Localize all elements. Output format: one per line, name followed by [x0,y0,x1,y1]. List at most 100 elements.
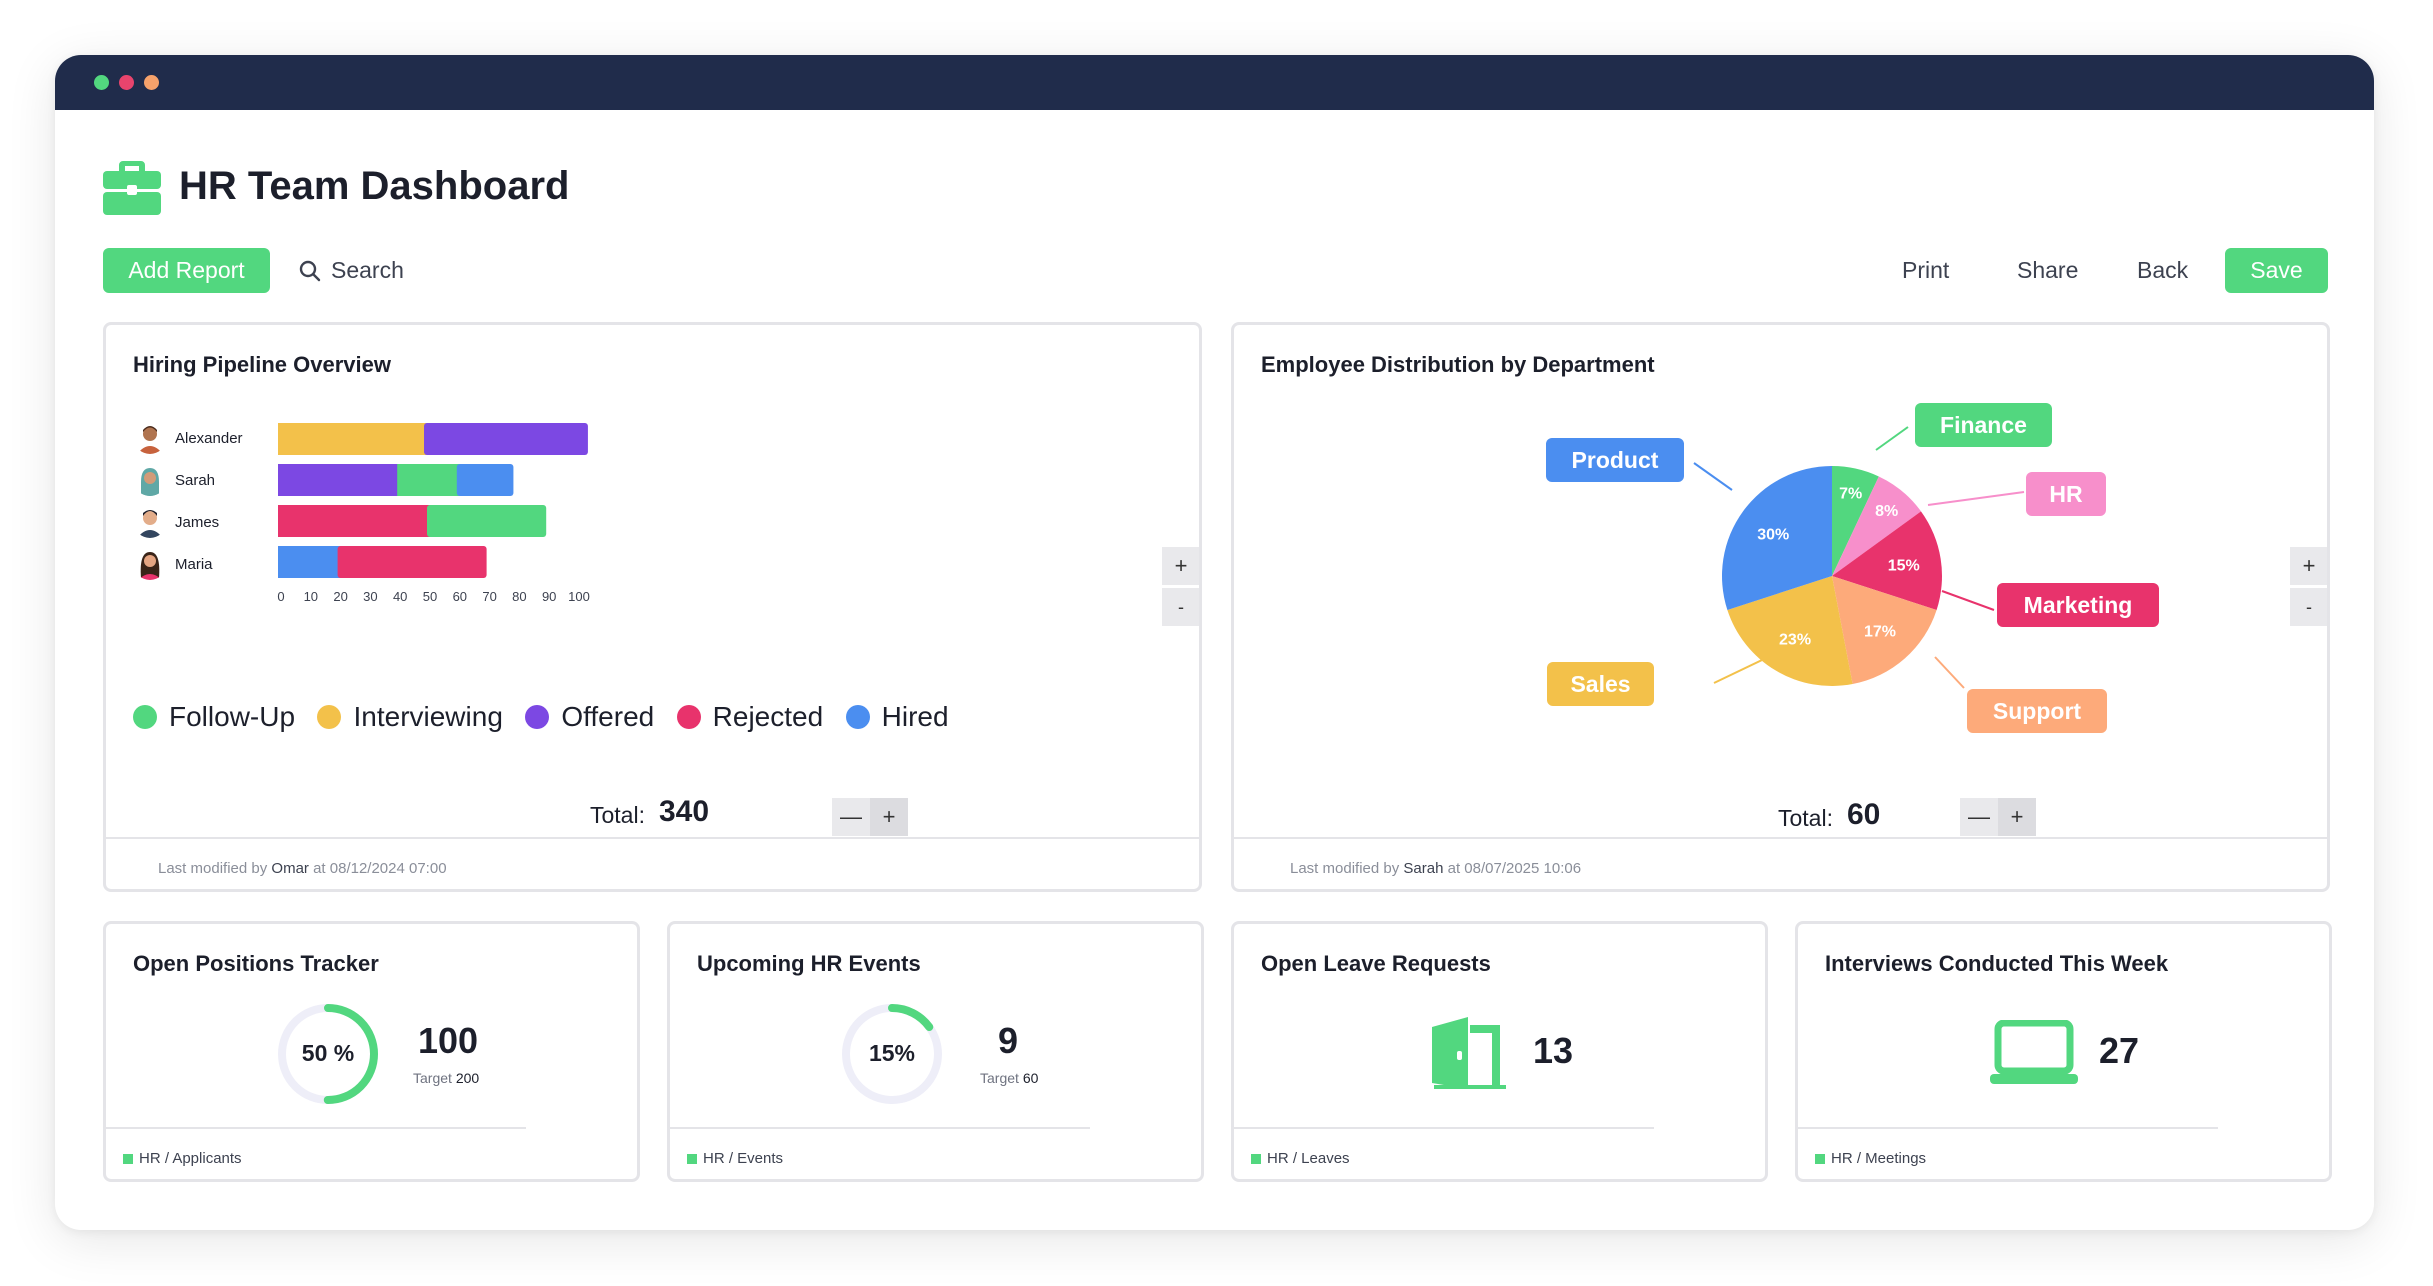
total-value: 60 [1847,798,1881,831]
legend-swatch [676,705,701,729]
briefcase-icon [103,161,161,215]
x-tick-label: 70 [482,589,496,604]
bar-segment-rejected [278,505,430,537]
decrement-button[interactable]: — [832,798,870,836]
kpi-footer: HR / Applicants [123,1150,242,1167]
x-tick-label: 100 [568,589,590,604]
x-tick-label: 30 [363,589,377,604]
legend-swatch [845,705,870,729]
legend-label: Hired [881,701,949,732]
title-bar [55,55,2374,110]
person-name: Alexander [175,429,243,447]
card-title: Upcoming HR Events [697,951,921,976]
tag-hr: HR [2026,472,2106,516]
card-title: Interviews Conducted This Week [1825,951,2169,976]
zoom-out-button[interactable]: - [2290,588,2327,626]
x-tick-label: 90 [542,589,556,604]
tag-product: Product [1546,438,1684,482]
increment-button[interactable]: + [1998,798,2036,836]
card-title: Open Positions Tracker [133,951,379,976]
bar-group-maria [278,546,487,578]
total-label: Total: [1778,805,1833,831]
connector-hr [1927,491,2025,506]
connector-support [1934,656,1965,689]
x-tick-label: 20 [333,589,347,604]
footer-path: HR / Leaves [1267,1150,1350,1167]
kpi-open-positions-card: Open Positions Tracker 50 % 100 Target 2… [103,921,640,1182]
legend-swatch [133,705,157,729]
window-dot-red[interactable] [119,75,134,90]
kpi-target: Target 200 [413,1070,479,1086]
modified-at: at 08/12/2024 07:00 [313,860,447,877]
x-tick-label: 80 [512,589,526,604]
divider [106,837,1199,839]
total-label: Total: [590,802,645,828]
footer-marker [123,1153,133,1164]
laptop-icon [1990,1020,2078,1084]
kpi-hr-events-card: Upcoming HR Events 15% 9 Target 60 HR / … [667,921,1204,1182]
x-tick-label: 60 [453,589,467,604]
person-alexander: Alexander [134,421,243,455]
hiring-legend: Follow-Up Interviewing Offered Rejected … [133,701,967,734]
pie-value-label: 30% [1757,526,1789,543]
x-tick-label: 50 [423,589,437,604]
legend-label: Interviewing [353,701,503,732]
bar-segment-rejected [337,546,487,578]
divider [670,1127,1090,1129]
footer-path: HR / Events [703,1150,784,1167]
pie-slice-support [1832,576,1937,685]
legend-item-hired: Hired [845,701,949,733]
divider [1234,837,2327,839]
tag-support: Support [1967,689,2107,733]
tag-marketing: Marketing [1997,583,2159,627]
divider [1798,1127,2218,1129]
share-button[interactable]: Share [2017,257,2079,283]
search-icon [299,260,321,281]
search-button[interactable]: Search [299,248,404,293]
connector-marketing [1941,590,1995,611]
legend-swatch [525,705,550,729]
hiring-bar-chart: 0 10 20 30 40 50 60 70 80 90 100 [277,423,590,604]
modified-at: at 08/07/2025 10:06 [1447,860,1582,877]
progress-label: 15% [868,1040,916,1066]
person-maria: Maria [134,547,213,581]
bar-segment-hired [456,464,514,496]
target-label: Target [980,1070,1019,1086]
print-button[interactable]: Print [1902,257,1950,283]
pie-value-label: 17% [1864,623,1896,640]
bar-segment-follow-up [397,464,460,496]
decrement-button[interactable]: — [1960,798,1998,836]
department-pie-chart: 7% 8% 15% 17% 23% 30% [1722,466,1942,686]
progress-label: 50 % [301,1040,355,1066]
x-tick-label: 0 [277,589,284,604]
footer-path: HR / Meetings [1831,1150,1927,1167]
divider [106,1127,526,1129]
person-james: James [134,505,219,539]
zoom-in-button[interactable]: + [2290,547,2327,585]
zoom-out-button[interactable]: - [1162,588,1199,626]
avatar [134,422,166,454]
kpi-value: 9 [998,1020,1019,1061]
pie-value-label: 15% [1888,558,1920,575]
bar-group-sarah [278,464,514,496]
zoom-in-button[interactable]: + [1162,547,1199,585]
connector-product [1693,462,1733,491]
save-button[interactable]: Save [2225,248,2328,293]
person-name: Sarah [175,471,216,489]
footer-marker [1815,1153,1825,1164]
increment-button[interactable]: + [870,798,908,836]
progress-ring [278,1004,378,1104]
bar-group-alexander [278,423,588,455]
footer-marker [687,1153,697,1164]
back-button[interactable]: Back [2137,257,2189,283]
bar-segment-offered [424,423,588,455]
bar-group-james [278,505,547,537]
pie-slice-hr [1832,476,1921,576]
target-value: 200 [455,1070,480,1086]
window-dot-orange[interactable] [144,75,159,90]
window-dot-green[interactable] [94,75,109,90]
distribution-card: Employee Distribution by Department 7% 8%… [1231,322,2330,892]
add-report-button[interactable]: Add Report [103,248,270,293]
bar-segment-hired [278,546,341,578]
total-value: 340 [659,795,710,828]
